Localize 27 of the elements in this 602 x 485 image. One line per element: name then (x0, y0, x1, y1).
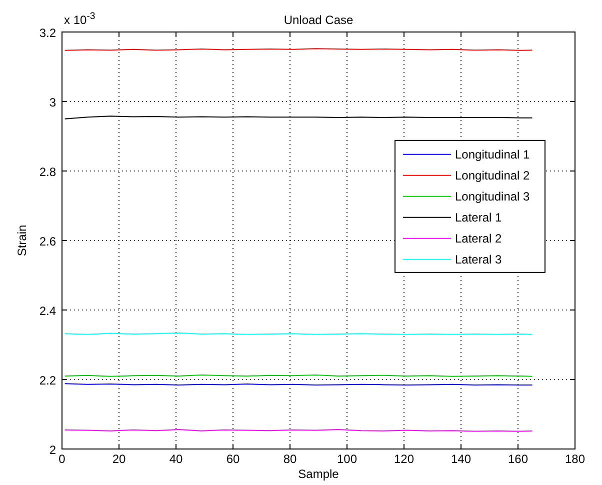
legend-label: Longitudinal 1 (455, 147, 530, 162)
x-tick-label: 140 (450, 452, 472, 466)
x-tick-label: 160 (508, 452, 528, 466)
text: x 10$^{-3}$ (64, 10, 96, 27)
y-tick-label: 2.4 (39, 304, 56, 318)
y-tick-label: 2.6 (39, 234, 56, 248)
y-axis-title: Strain (15, 224, 29, 256)
y-tick-label: 2.2 (39, 374, 56, 388)
legend-label: Lateral 1 (455, 210, 502, 224)
y-tick-label: 2.8 (39, 165, 56, 179)
legend-label: Longitudinal 2 (455, 168, 530, 182)
legend-label: Lateral 2 (455, 231, 502, 246)
x-axis-title: Sample (298, 467, 340, 481)
x-tick-label: 100 (336, 452, 358, 466)
legend-label: Lateral 3 (455, 252, 502, 266)
chart-title: Unload Case (284, 13, 354, 27)
y-tick-label: 2 (49, 443, 56, 457)
x-tick-label: 180 (564, 452, 586, 466)
x-tick-label: 40 (169, 452, 183, 466)
legend-label: Longitudinal 3 (455, 189, 530, 204)
y-tick-label: 3.2 (39, 26, 56, 40)
y-tick-label: 3 (49, 96, 56, 110)
x-tick-label: 60 (226, 452, 240, 466)
x-tick-label: 120 (394, 452, 414, 466)
x-tick-label: 80 (283, 452, 297, 466)
x-tick-label: 20 (112, 452, 126, 466)
x-tick-label: 0 (58, 452, 66, 466)
